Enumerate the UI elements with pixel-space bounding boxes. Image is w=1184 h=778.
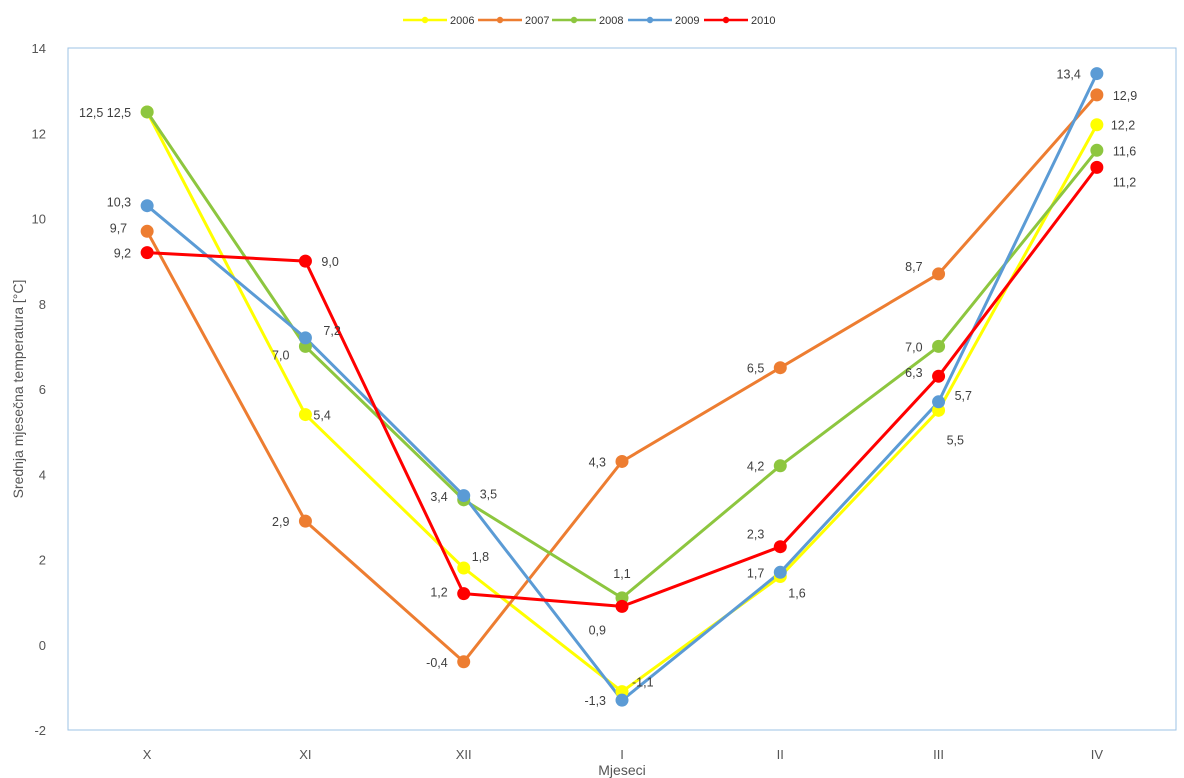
data-point [298, 254, 312, 268]
data-label: 6,5 [747, 362, 764, 376]
data-label: 10,3 [107, 196, 131, 210]
y-tick-label: 6 [39, 382, 46, 397]
data-point [1090, 143, 1104, 157]
data-point [457, 561, 471, 575]
data-point [773, 361, 787, 375]
data-label: 5,7 [955, 389, 972, 403]
data-label: 11,2 [1113, 175, 1136, 189]
data-label: 13,4 [1057, 68, 1081, 82]
data-point [457, 587, 471, 601]
data-label: -1,3 [584, 694, 606, 708]
data-point [615, 599, 629, 613]
data-label: 6,3 [905, 366, 922, 380]
data-point [615, 454, 629, 468]
data-label: 7,2 [323, 324, 340, 338]
y-tick-label: 2 [39, 553, 46, 568]
data-label: 5,5 [947, 433, 964, 447]
data-label: 1,2 [430, 586, 447, 600]
x-tick-label: XI [299, 747, 311, 762]
data-label: -0,4 [426, 656, 448, 670]
data-point [773, 459, 787, 473]
legend-entry: 2010 [751, 15, 775, 27]
y-tick-label: 12 [32, 126, 46, 141]
legend-entry: 2006 [450, 15, 474, 27]
data-point [298, 331, 312, 345]
data-label: 3,4 [430, 490, 447, 504]
data-point [932, 267, 946, 281]
x-tick-label: IV [1091, 747, 1104, 762]
legend-entry: 2008 [599, 15, 623, 27]
data-point [140, 224, 154, 238]
data-label: 8,7 [905, 260, 922, 274]
y-tick-label: 0 [39, 638, 46, 653]
y-tick-label: 10 [32, 212, 46, 227]
legend-entry: 2007 [525, 15, 549, 27]
data-label: 2,3 [747, 528, 764, 542]
legend-marker [421, 16, 429, 24]
data-label: 9,2 [114, 247, 131, 261]
data-label: 9,7 [110, 221, 127, 235]
legend-marker [496, 16, 504, 24]
data-label: 3,5 [480, 488, 497, 502]
series-points [140, 67, 1104, 707]
data-label: 7,0 [272, 348, 289, 362]
data-point [773, 565, 787, 579]
data-labels: 5,4 1,8 -1,1 1,6 5,5 12,2 9,7 2,9 -0,4 4,3 6,5 8,7 1… [79, 68, 1137, 709]
data-point [932, 369, 946, 383]
legend-marker [646, 16, 654, 24]
x-tick-label: III [933, 747, 944, 762]
data-label: 2,9 [272, 515, 289, 529]
legend-marker [570, 16, 578, 24]
data-label: 4,2 [747, 460, 764, 474]
data-point [457, 489, 471, 503]
x-tick-label: X [143, 747, 152, 762]
x-axis-title: Mjeseci [598, 762, 645, 778]
data-label: 4,3 [589, 455, 606, 469]
data-point [1090, 160, 1104, 174]
data-point [298, 514, 312, 528]
data-point [140, 105, 154, 119]
data-point [1090, 118, 1104, 132]
data-label: -1,1 [632, 676, 654, 690]
legend: 2006 2007 2008 2009 2010 [403, 15, 775, 27]
x-axis: X XI XII I II III IV [143, 747, 1104, 762]
data-label: 1,1 [613, 567, 630, 581]
x-tick-label: XII [456, 747, 472, 762]
data-label: 12,5 12,5 [79, 106, 131, 120]
data-label: 1,6 [788, 587, 805, 601]
y-tick-label: 4 [39, 467, 46, 482]
data-point [932, 339, 946, 353]
y-axis: -2 0 2 4 6 8 10 12 14 [32, 41, 46, 738]
data-label: 12,2 [1111, 119, 1135, 133]
x-tick-label: I [620, 747, 624, 762]
data-point [140, 199, 154, 213]
y-axis-title: Srednja mjesečna temperatura [°C] [10, 280, 26, 499]
data-point [773, 540, 787, 554]
data-label: 11,6 [1113, 144, 1136, 158]
data-label: 7,0 [905, 340, 922, 354]
legend-entry: 2009 [675, 15, 699, 27]
data-point [298, 408, 312, 422]
y-tick-label: 8 [39, 297, 46, 312]
data-point [932, 395, 946, 409]
data-point [457, 655, 471, 669]
y-tick-label: 14 [32, 41, 46, 56]
data-point [140, 246, 154, 260]
data-label: 12,9 [1113, 89, 1137, 103]
legend-marker [722, 16, 730, 24]
x-tick-label: II [777, 747, 784, 762]
data-point [1090, 67, 1104, 81]
data-label: 1,8 [472, 550, 489, 564]
data-label: 9,0 [321, 255, 338, 269]
data-label: 5,4 [313, 409, 330, 423]
data-label: 1,7 [747, 566, 764, 580]
plot-area [67, 47, 1177, 731]
data-label: 0,9 [589, 623, 606, 637]
y-tick-label: -2 [34, 723, 46, 738]
data-point [1090, 88, 1104, 102]
data-point [615, 693, 629, 707]
